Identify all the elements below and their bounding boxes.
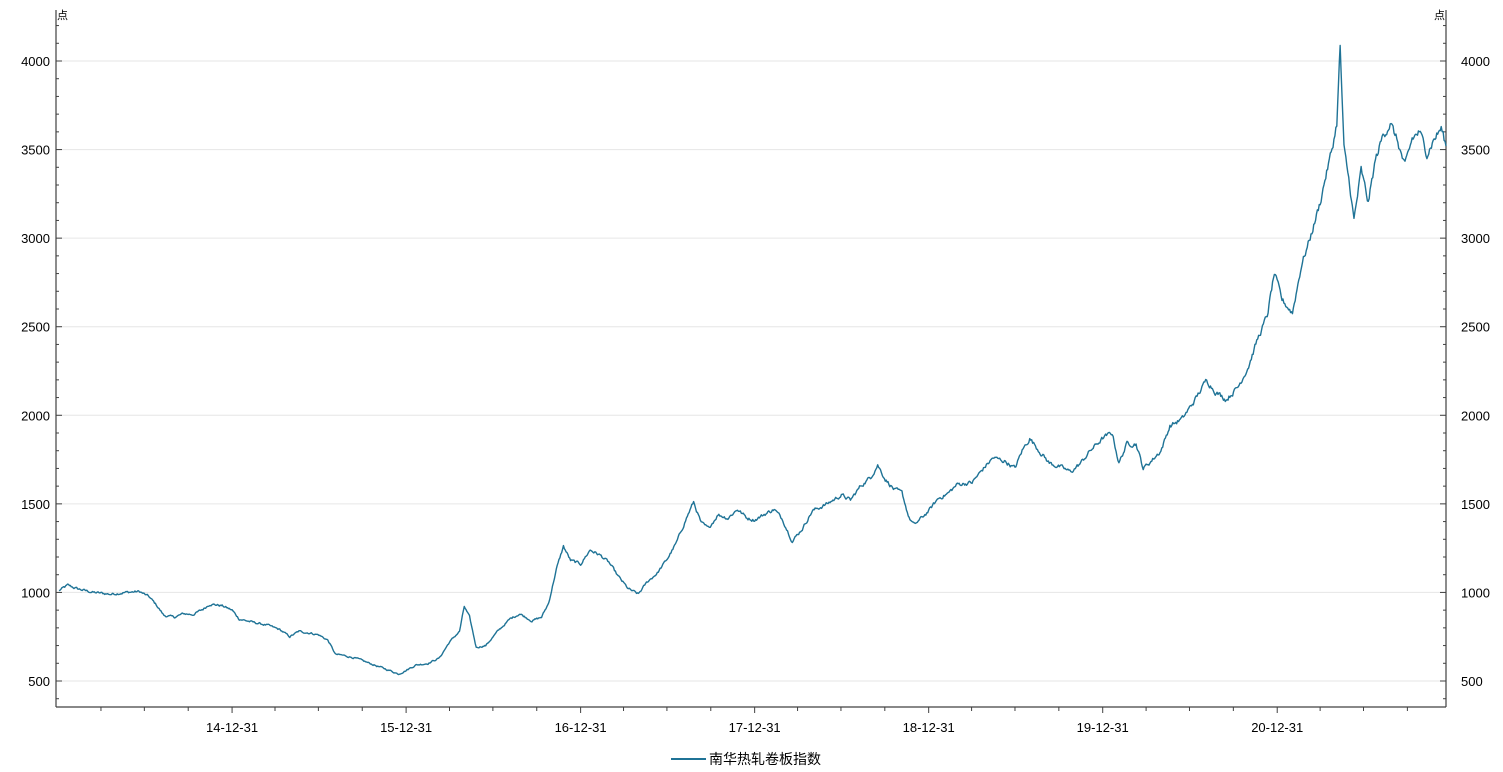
y-tick-label-left: 3500 xyxy=(21,143,50,158)
y-tick-label-right: 3000 xyxy=(1461,231,1490,246)
y-tick-label-left: 3000 xyxy=(21,231,50,246)
y-tick-label-left: 1500 xyxy=(21,497,50,512)
series-line-0 xyxy=(58,44,1447,676)
y-tick-label-right: 2000 xyxy=(1461,408,1490,423)
x-tick-label: 17-12-31 xyxy=(729,720,781,735)
grid-lines xyxy=(56,60,1446,682)
x-tick-label: 18-12-31 xyxy=(903,720,955,735)
y-tick-label-right: 500 xyxy=(1461,674,1483,689)
y-unit-right: 点 xyxy=(1434,9,1445,22)
x-tick-label: 16-12-31 xyxy=(555,720,607,735)
y-tick-label-left: 1000 xyxy=(21,585,50,600)
y-unit-left: 点 xyxy=(57,9,68,22)
legend-label: 南华热轧卷板指数 xyxy=(709,752,821,768)
legend: 南华热轧卷板指数 xyxy=(671,752,821,768)
x-tick-label: 14-12-31 xyxy=(206,720,258,735)
y-tick-label-right: 3500 xyxy=(1461,143,1490,158)
y-tick-label-right: 4000 xyxy=(1461,54,1490,69)
y-tick-label-right: 1000 xyxy=(1461,585,1490,600)
series-layer xyxy=(58,44,1447,676)
y-tick-label-left: 2500 xyxy=(21,320,50,335)
axis-ticks: 500 500 1000 1000 1500 1500 2000 2000 2500 2500 30… xyxy=(21,25,1490,735)
y-tick-label-right: 1500 xyxy=(1461,497,1490,512)
y-tick-label-left: 2000 xyxy=(21,408,50,423)
y-tick-label-left: 4000 xyxy=(21,54,50,69)
x-tick-label: 20-12-31 xyxy=(1251,720,1303,735)
y-tick-label-right: 2500 xyxy=(1461,320,1490,335)
x-tick-label: 19-12-31 xyxy=(1077,720,1129,735)
axes xyxy=(55,10,1447,708)
x-tick-label: 15-12-31 xyxy=(380,720,432,735)
y-tick-label-left: 500 xyxy=(28,674,50,689)
